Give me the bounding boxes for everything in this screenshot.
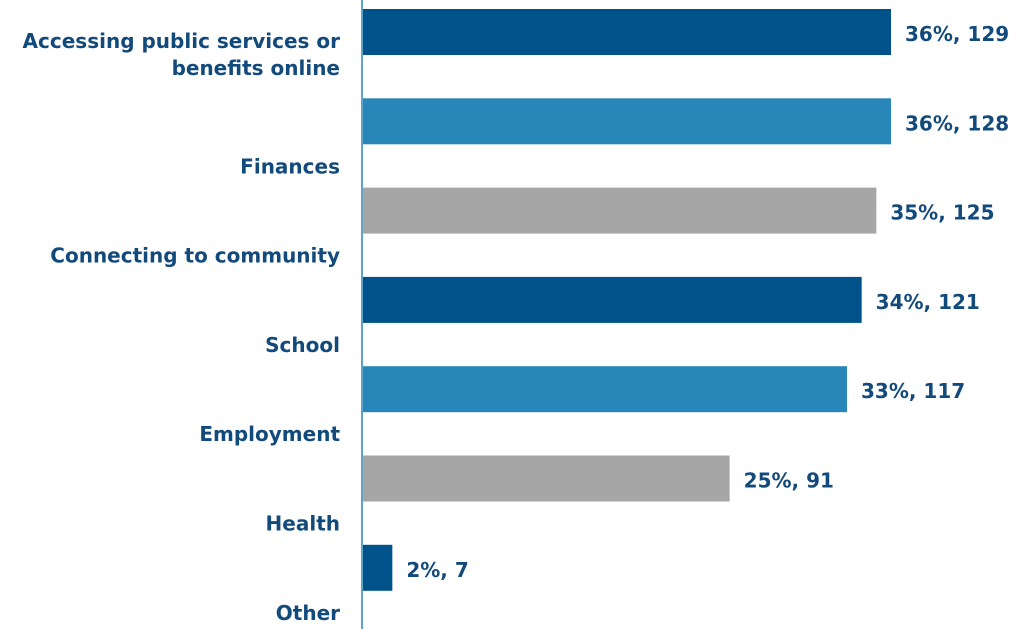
data-label-0: 36%, 129 bbox=[905, 22, 1009, 46]
data-label-6: 2%, 7 bbox=[406, 558, 468, 582]
bar-4 bbox=[363, 366, 847, 413]
category-label-4: Employment bbox=[199, 422, 340, 446]
data-label-5: 25%, 91 bbox=[744, 469, 834, 493]
category-label-5: Health bbox=[266, 512, 340, 536]
data-label-1: 36%, 128 bbox=[905, 111, 1009, 135]
data-label-2: 35%, 125 bbox=[890, 201, 994, 225]
category-label-0: Accessing public services or benefits onl… bbox=[23, 29, 341, 80]
value-labels-group: 36%, 129 36%, 128 35%, 125 34%, 121 33%, 117… bbox=[406, 22, 1009, 582]
data-label-4: 33%, 117 bbox=[861, 379, 965, 403]
category-label-3: School bbox=[265, 333, 340, 357]
bar-2 bbox=[363, 187, 877, 234]
bar-3 bbox=[363, 276, 862, 323]
category-label-1: Finances bbox=[240, 154, 340, 178]
category-labels-group: Accessing public services or benefits onl… bbox=[23, 29, 341, 625]
bar-1 bbox=[363, 98, 891, 145]
bar-0 bbox=[363, 9, 891, 55]
bar-5 bbox=[363, 455, 730, 502]
category-label-6: Other bbox=[276, 601, 340, 625]
bars-group bbox=[363, 9, 891, 591]
bar-6 bbox=[363, 544, 393, 591]
data-label-3: 34%, 121 bbox=[876, 290, 980, 314]
category-label-2: Connecting to community bbox=[50, 244, 340, 268]
